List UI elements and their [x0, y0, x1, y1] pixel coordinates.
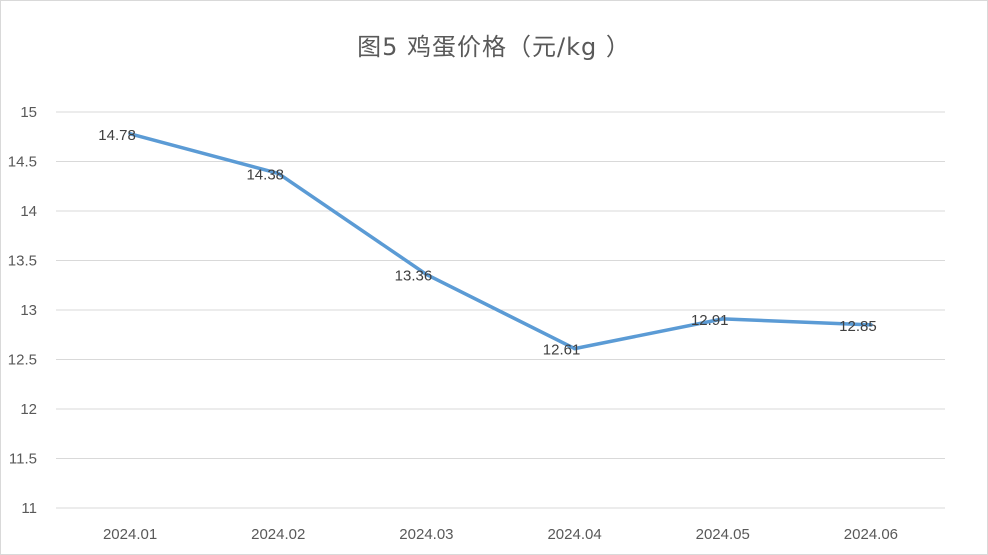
y-tick-label: 15 — [20, 104, 37, 121]
data-label: 12.85 — [839, 318, 877, 335]
data-label: 14.78 — [98, 127, 136, 144]
x-tick-label: 2024.02 — [251, 526, 305, 543]
y-tick-label: 13.5 — [8, 253, 37, 270]
y-tick-label: 11 — [21, 500, 37, 517]
chart-title: 图5 鸡蛋价格（元/kg ） — [357, 33, 631, 61]
x-tick-label: 2024.01 — [103, 526, 157, 543]
y-tick-label: 13 — [20, 302, 37, 319]
y-tick-label: 11.5 — [9, 451, 37, 468]
series-line — [128, 132, 873, 351]
y-tick-label: 12 — [20, 401, 37, 418]
data-label: 13.36 — [395, 267, 433, 284]
data-point — [276, 171, 280, 176]
data-label: 12.61 — [543, 342, 581, 359]
y-tick-label: 14.5 — [8, 154, 37, 171]
data-point — [721, 317, 725, 321]
x-tick-label: 2024.05 — [696, 526, 750, 543]
data-point — [869, 323, 873, 327]
data-point — [424, 272, 429, 277]
data-label: 14.38 — [246, 166, 284, 183]
data-point — [572, 346, 577, 351]
y-tick-label: 14 — [20, 203, 37, 220]
data-point — [128, 132, 132, 136]
x-tick-label: 2024.03 — [399, 526, 453, 543]
data-label: 12.91 — [691, 312, 729, 329]
x-tick-label: 2024.06 — [844, 526, 898, 543]
y-tick-label: 12.5 — [8, 352, 37, 369]
x-tick-label: 2024.04 — [547, 526, 601, 543]
